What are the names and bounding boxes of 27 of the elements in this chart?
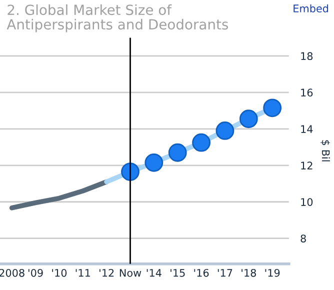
point	[192, 133, 210, 152]
y-tick-label: 10	[301, 198, 313, 206]
y-tick-label: 8	[300, 234, 306, 242]
text: Embed	[294, 4, 328, 12]
x-tick-label: '11	[76, 269, 90, 277]
x-tick-label: '17	[218, 269, 232, 277]
x-tick-label: '18	[242, 268, 256, 277]
point	[168, 143, 187, 162]
y-tick-label: 14	[301, 125, 313, 133]
y-tick-label: 18	[301, 52, 313, 60]
line-series	[9, 179, 109, 210]
point	[263, 98, 282, 118]
x-tick-label: '14	[146, 269, 162, 277]
x-tick-label: '12	[100, 268, 114, 277]
point	[239, 110, 258, 128]
x-tick-label: '19	[265, 268, 280, 277]
x-tick-label: '10	[52, 268, 67, 277]
x-tick-label: Now	[120, 269, 142, 277]
point	[144, 153, 164, 172]
point	[216, 122, 234, 140]
x-tick-label: '09	[28, 268, 43, 277]
chart-title: 2. Global Market Size of Antiperspirants and Deodorants	[6, 4, 228, 32]
x-tick-label: '15	[170, 269, 185, 277]
y-tick-label: 12	[301, 162, 312, 170]
y-tick-label: 16	[301, 88, 313, 97]
y-axis-title: $ Bil	[320, 140, 330, 162]
x-tick-label: '16	[194, 268, 209, 277]
